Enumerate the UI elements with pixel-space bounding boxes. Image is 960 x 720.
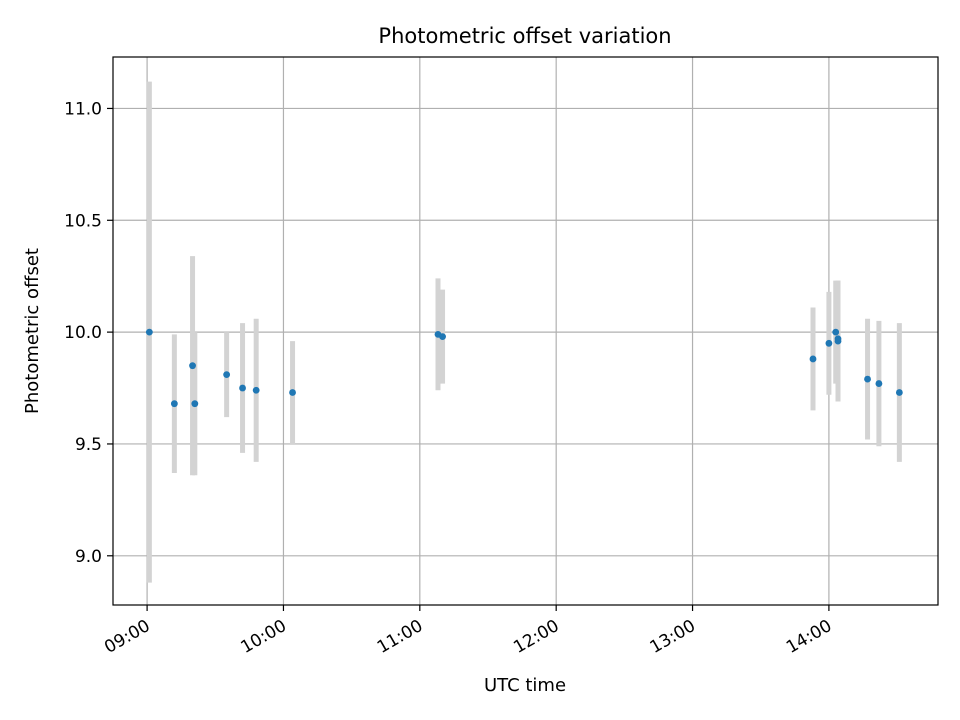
y-tick-label: 9.0: [75, 547, 102, 567]
y-axis-ticks: 9.0 9.5 10.0 10.5 11.0: [64, 99, 113, 567]
data-point: [223, 371, 231, 379]
data-point: [895, 389, 903, 396]
y-tick-label: 10.0: [64, 323, 102, 343]
data-point: [864, 375, 871, 383]
data-point: [825, 339, 833, 347]
data-point: [439, 333, 446, 340]
data-points: [145, 328, 903, 408]
data-point: [145, 328, 153, 336]
data-point: [834, 337, 842, 345]
data-point: [832, 328, 840, 336]
grid-lines: [113, 57, 938, 605]
data-point: [239, 384, 246, 392]
data-point: [875, 380, 883, 387]
y-axis-label: Photometric offset: [22, 248, 43, 414]
data-point: [189, 362, 196, 370]
data-point: [252, 386, 260, 394]
chart-title: Photometric offset variation: [378, 24, 671, 48]
data-point: [191, 400, 199, 408]
data-point: [170, 400, 178, 408]
y-tick-label: 10.5: [64, 211, 102, 231]
plot-area-frame: [112, 56, 939, 606]
data-point: [289, 389, 296, 396]
x-axis-label: UTC time: [484, 675, 566, 696]
data-point: [809, 355, 817, 363]
y-tick-label: 11.0: [64, 99, 102, 119]
y-tick-label: 9.5: [75, 435, 102, 455]
